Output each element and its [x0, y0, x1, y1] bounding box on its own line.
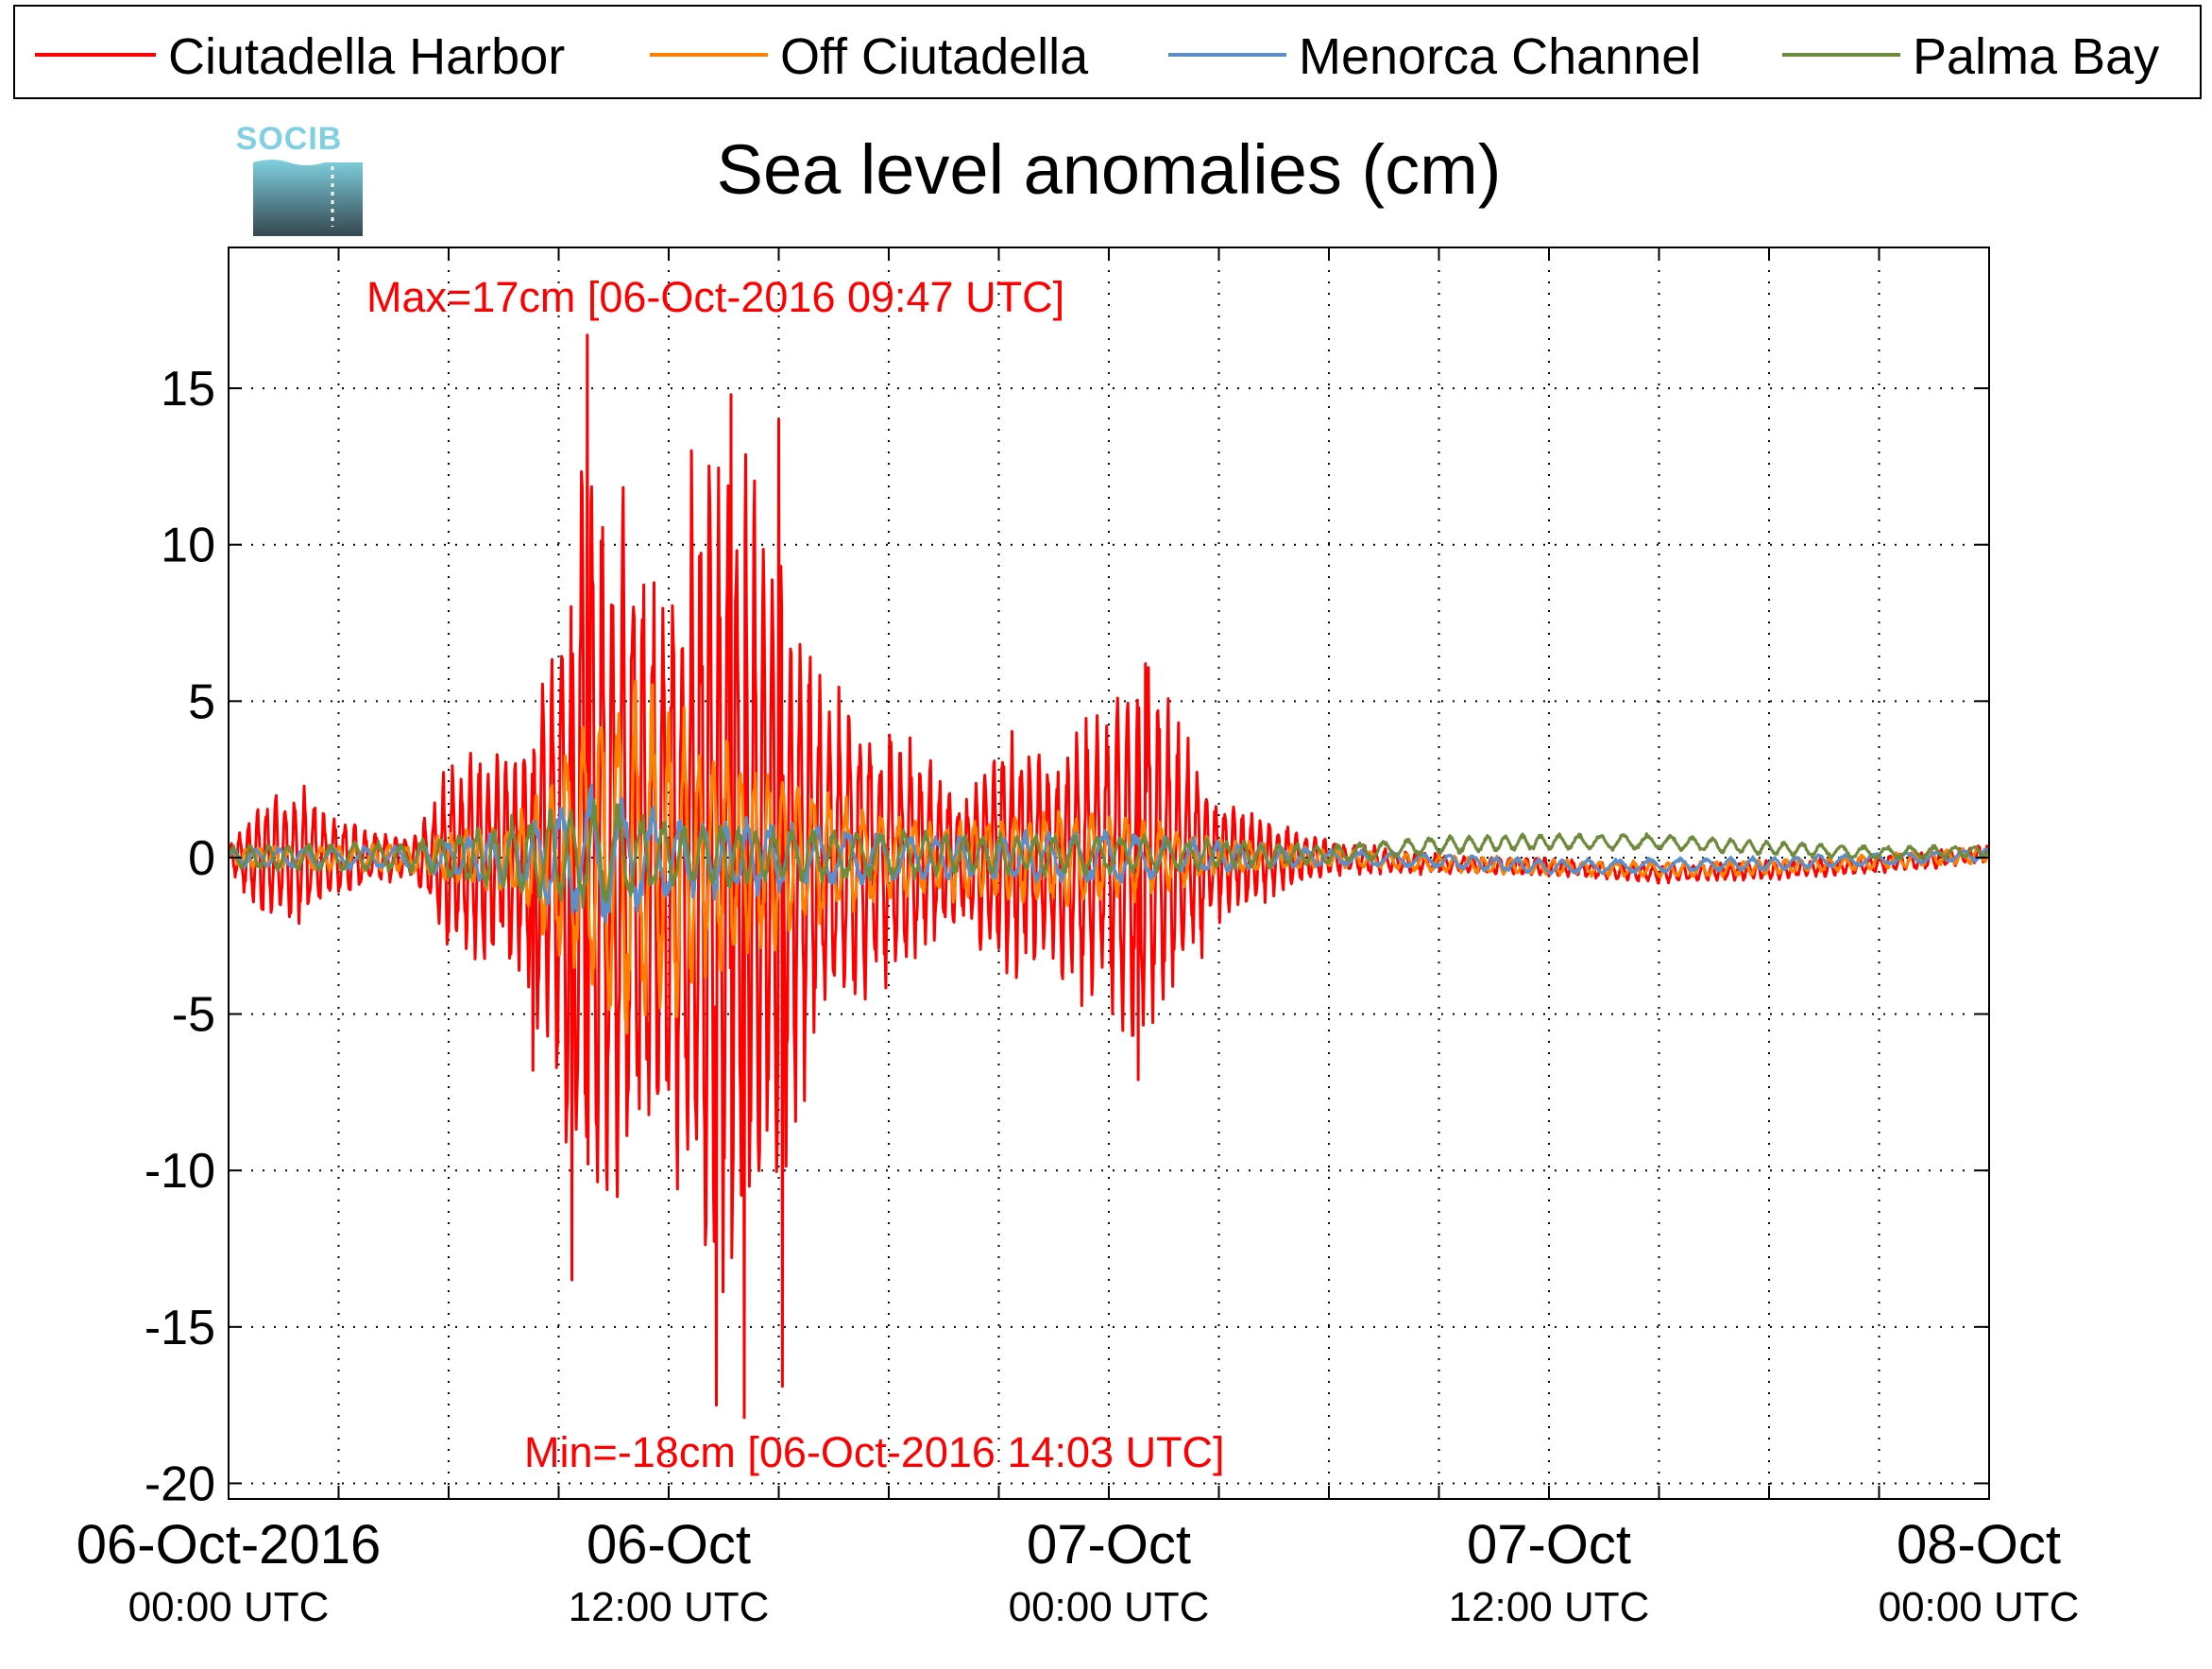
series-lines: [229, 333, 1989, 1420]
socib-logo: SOCIB: [236, 121, 363, 236]
x-tick-label-time: 00:00 UTC: [128, 1584, 330, 1630]
y-tick-label: -15: [145, 1301, 215, 1355]
y-tick-label: -10: [145, 1144, 215, 1199]
logo-text: SOCIB: [236, 121, 343, 157]
x-tick-label-date: 07-Oct: [1027, 1514, 1191, 1575]
legend-label-palma-bay: Palma Bay: [1913, 28, 2159, 85]
x-tick-label-date: 06-Oct: [587, 1514, 751, 1575]
legend-item-menorca-channel: Menorca Channel: [1168, 28, 1701, 85]
series-line-palma-bay: [229, 798, 1989, 910]
y-tick-label: 0: [188, 831, 215, 886]
x-tick-label-time: 12:00 UTC: [569, 1584, 770, 1630]
max-annotation: Max=17cm [06-Oct-2016 09:47 UTC]: [366, 273, 1064, 321]
y-tick-label: -5: [172, 988, 215, 1043]
grid: [229, 247, 1989, 1499]
y-axis-tick-labels: 15 10 5 0 -5 -10 -15 -20: [145, 362, 215, 1511]
axis-ticks: [228, 247, 1990, 1499]
legend-label-off-ciutadella: Off Ciutadella: [780, 28, 1089, 85]
x-tick-label-date: 06-Oct-2016: [77, 1514, 381, 1575]
series-line-menorca-channel: [229, 783, 1989, 924]
y-tick-label: 5: [188, 674, 215, 729]
legend-frame: [13, 5, 2202, 99]
x-axis-tick-labels: 06-Oct-2016 00:00 UTC 06-Oct 12:00 UTC 07-Oc…: [77, 1514, 2080, 1630]
x-tick-label-date: 08-Oct: [1897, 1514, 2061, 1575]
legend-label-ciutadella-harbor: Ciutadella Harbor: [168, 28, 565, 85]
logo-wave-block: [253, 160, 363, 236]
y-tick-label: 10: [161, 519, 215, 573]
x-tick-label-time: 00:00 UTC: [1009, 1584, 1210, 1630]
series-line-off-ciutadella: [229, 679, 1989, 1035]
x-tick-label-time: 12:00 UTC: [1449, 1584, 1650, 1630]
y-tick-label: 15: [161, 362, 215, 417]
y-tick-label: -20: [145, 1456, 215, 1511]
chart-title: Sea level anomalies (cm): [717, 130, 1502, 209]
min-annotation: Min=-18cm [06-Oct-2016 14:03 UTC]: [524, 1428, 1225, 1476]
legend: Ciutadella Harbor Off Ciutadella Menorca…: [13, 5, 2202, 99]
x-tick-label-time: 00:00 UTC: [1879, 1584, 2080, 1630]
legend-item-palma-bay: Palma Bay: [1782, 28, 2159, 85]
legend-label-menorca-channel: Menorca Channel: [1299, 28, 1701, 85]
x-tick-label-date: 07-Oct: [1467, 1514, 1631, 1575]
legend-item-ciutadella-harbor: Ciutadella Harbor: [35, 28, 565, 85]
legend-item-off-ciutadella: Off Ciutadella: [650, 28, 1089, 85]
